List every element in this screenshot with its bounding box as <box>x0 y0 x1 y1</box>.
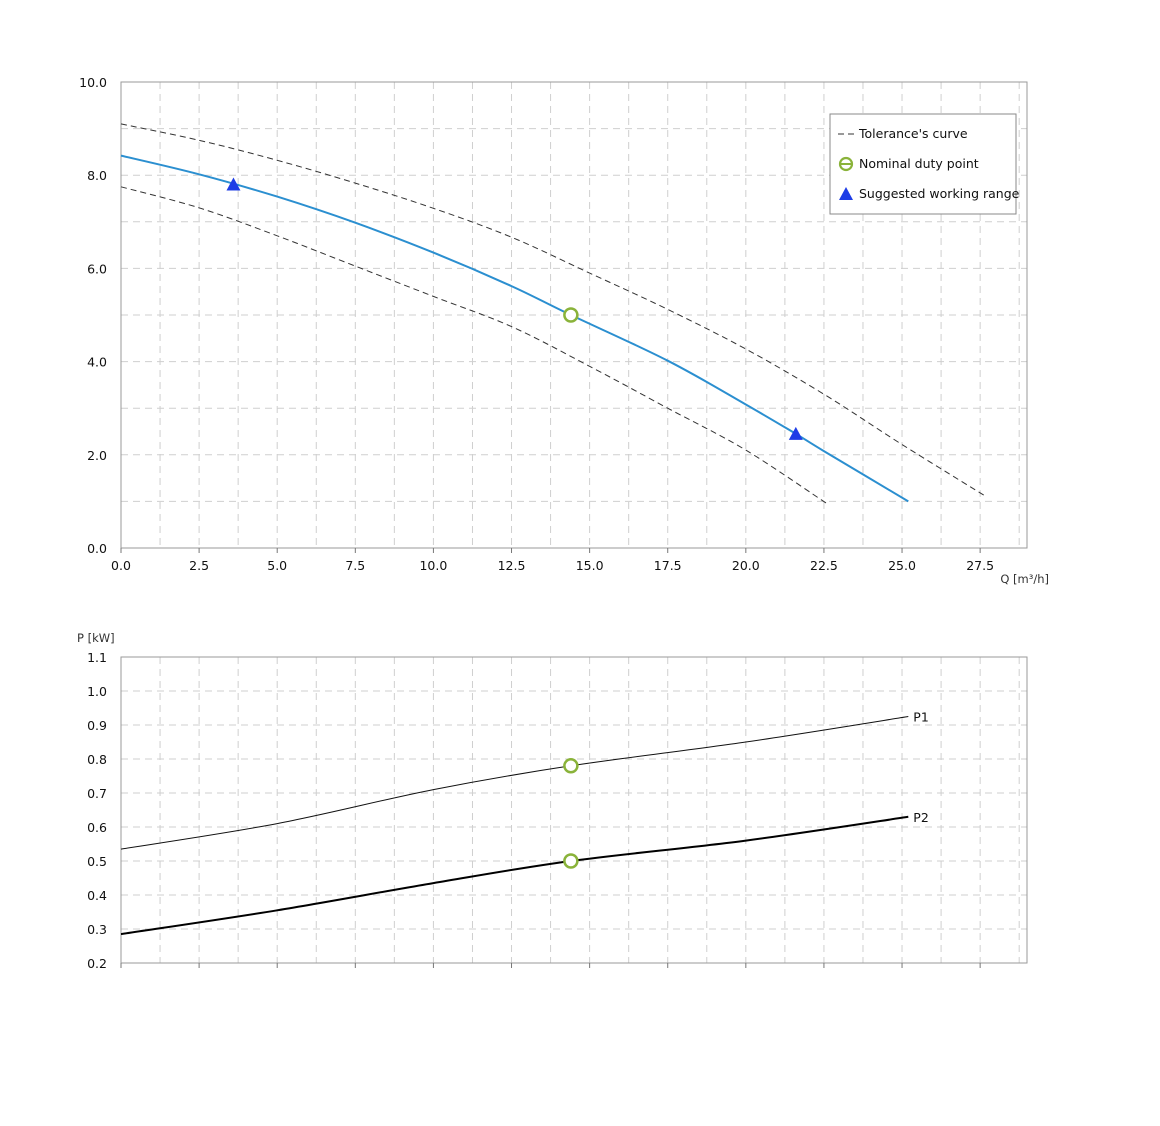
y-tick-label: 0.2 <box>87 956 107 971</box>
x-tick-label: 27.5 <box>966 558 994 573</box>
y-tick-label: 0.0 <box>87 541 107 556</box>
y-axis-label: P [kW] <box>77 631 115 645</box>
y-tick-label: 0.8 <box>87 752 107 767</box>
x-tick-label: 10.0 <box>419 558 447 573</box>
legend-label: Nominal duty point <box>859 156 979 171</box>
series-tolerance-upper <box>120 123 987 498</box>
y-tick-label: 1.0 <box>87 684 107 699</box>
legend-triangle-swatch <box>839 187 853 200</box>
y-tick-label: 0.9 <box>87 718 107 733</box>
series-tolerance-lower <box>120 186 828 505</box>
nominal-duty-point-marker <box>563 853 579 869</box>
nominal-duty-point-marker <box>563 307 579 323</box>
plot-frame <box>120 81 1028 549</box>
legend-box <box>829 113 1017 215</box>
head-flow-chart: 0.0 2.5 5.0 7.5 10.0 12.5 15.0 17.5 20.0 22.5 25.0… <box>79 75 1049 586</box>
x-tick-label: 2.5 <box>189 558 209 573</box>
y-tick-label: 0.4 <box>87 888 107 903</box>
y-tick-label: 4.0 <box>87 355 107 370</box>
x-tick-label: 15.0 <box>576 558 604 573</box>
series-label-p1: P1 <box>913 710 929 725</box>
nominal-duty-point-marker <box>563 758 579 774</box>
series-p1 <box>120 716 909 850</box>
x-tick-label: 12.5 <box>498 558 526 573</box>
y-tick-label: 0.3 <box>87 922 107 937</box>
power-flow-chart: 0.2 0.3 0.4 0.5 0.6 0.7 0.8 0.9 1.0 1.1 P [kW] P1 P2 <box>77 631 1028 971</box>
legend-label: Tolerance's curve <box>858 126 968 141</box>
x-tick-label: 7.5 <box>345 558 365 573</box>
x-tick-label: 25.0 <box>888 558 916 573</box>
y-tick-label: 2.0 <box>87 448 107 463</box>
series-p2 <box>120 815 909 936</box>
y-tick-label: 0.5 <box>87 854 107 869</box>
x-tick-label: 22.5 <box>810 558 838 573</box>
series-label-p2: P2 <box>913 810 929 825</box>
y-tick-label: 0.7 <box>87 786 107 801</box>
x-tick-label: 0.0 <box>111 558 131 573</box>
y-tick-label: 8.0 <box>87 168 107 183</box>
y-tick-label: 0.6 <box>87 820 107 835</box>
series-pump-curve <box>120 154 909 503</box>
x-tick-label: 20.0 <box>732 558 760 573</box>
legend-label: Suggested working range <box>859 186 1020 201</box>
working-range-marker <box>226 177 241 191</box>
plot-frame <box>120 656 1028 964</box>
working-range-marker <box>788 426 803 440</box>
y-tick-label: 1.1 <box>87 650 107 665</box>
y-tick-label: 6.0 <box>87 261 107 276</box>
x-tick-label: 17.5 <box>654 558 682 573</box>
x-tick-label: 5.0 <box>267 558 287 573</box>
x-axis-label: Q [m³/h] <box>1000 572 1049 586</box>
y-tick-label: 10.0 <box>79 75 107 90</box>
